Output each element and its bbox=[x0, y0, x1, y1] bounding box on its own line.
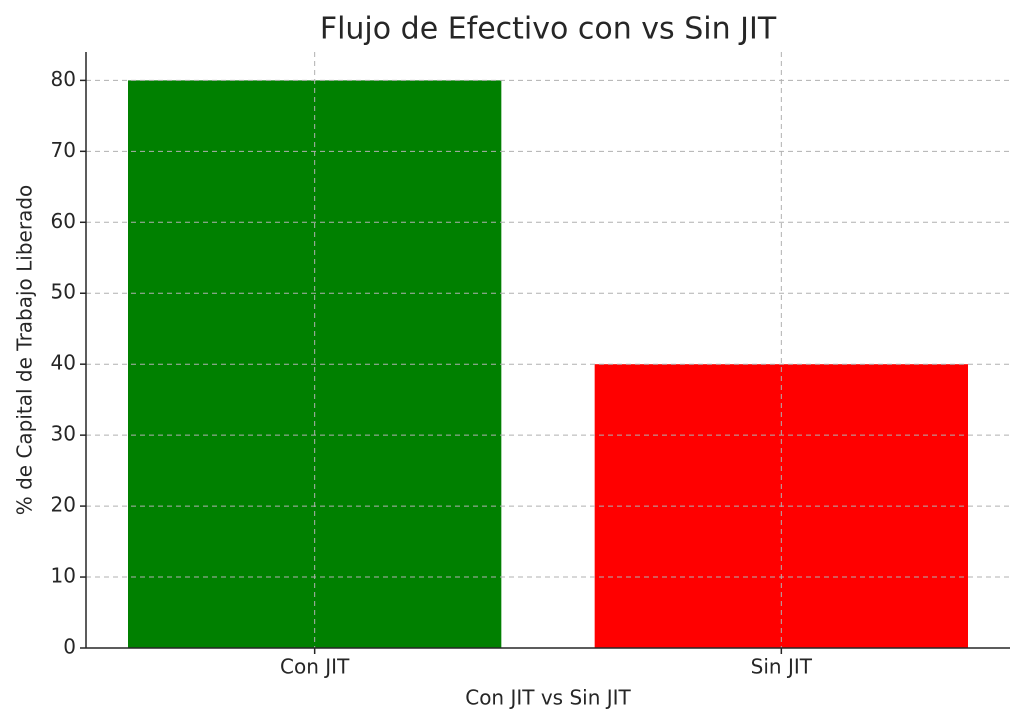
y-axis-label: % de Capital de Trabajo Liberado bbox=[13, 185, 37, 516]
x-tick-label: Sin JIT bbox=[751, 655, 813, 679]
chart-title: Flujo de Efectivo con vs Sin JIT bbox=[320, 12, 777, 47]
y-tick-label: 30 bbox=[51, 422, 76, 446]
y-tick-label: 10 bbox=[51, 564, 76, 588]
x-axis-label: Con JIT vs Sin JIT bbox=[465, 686, 631, 710]
y-tick-label: 70 bbox=[51, 138, 76, 162]
y-tick-label: 20 bbox=[51, 493, 76, 517]
y-tick-label: 80 bbox=[51, 67, 76, 91]
y-tick-label: 60 bbox=[51, 209, 76, 233]
y-tick-label: 0 bbox=[63, 635, 76, 659]
x-tick-label: Con JIT bbox=[280, 655, 350, 679]
y-tick-label: 50 bbox=[51, 280, 76, 304]
y-tick-label: 40 bbox=[51, 351, 76, 375]
